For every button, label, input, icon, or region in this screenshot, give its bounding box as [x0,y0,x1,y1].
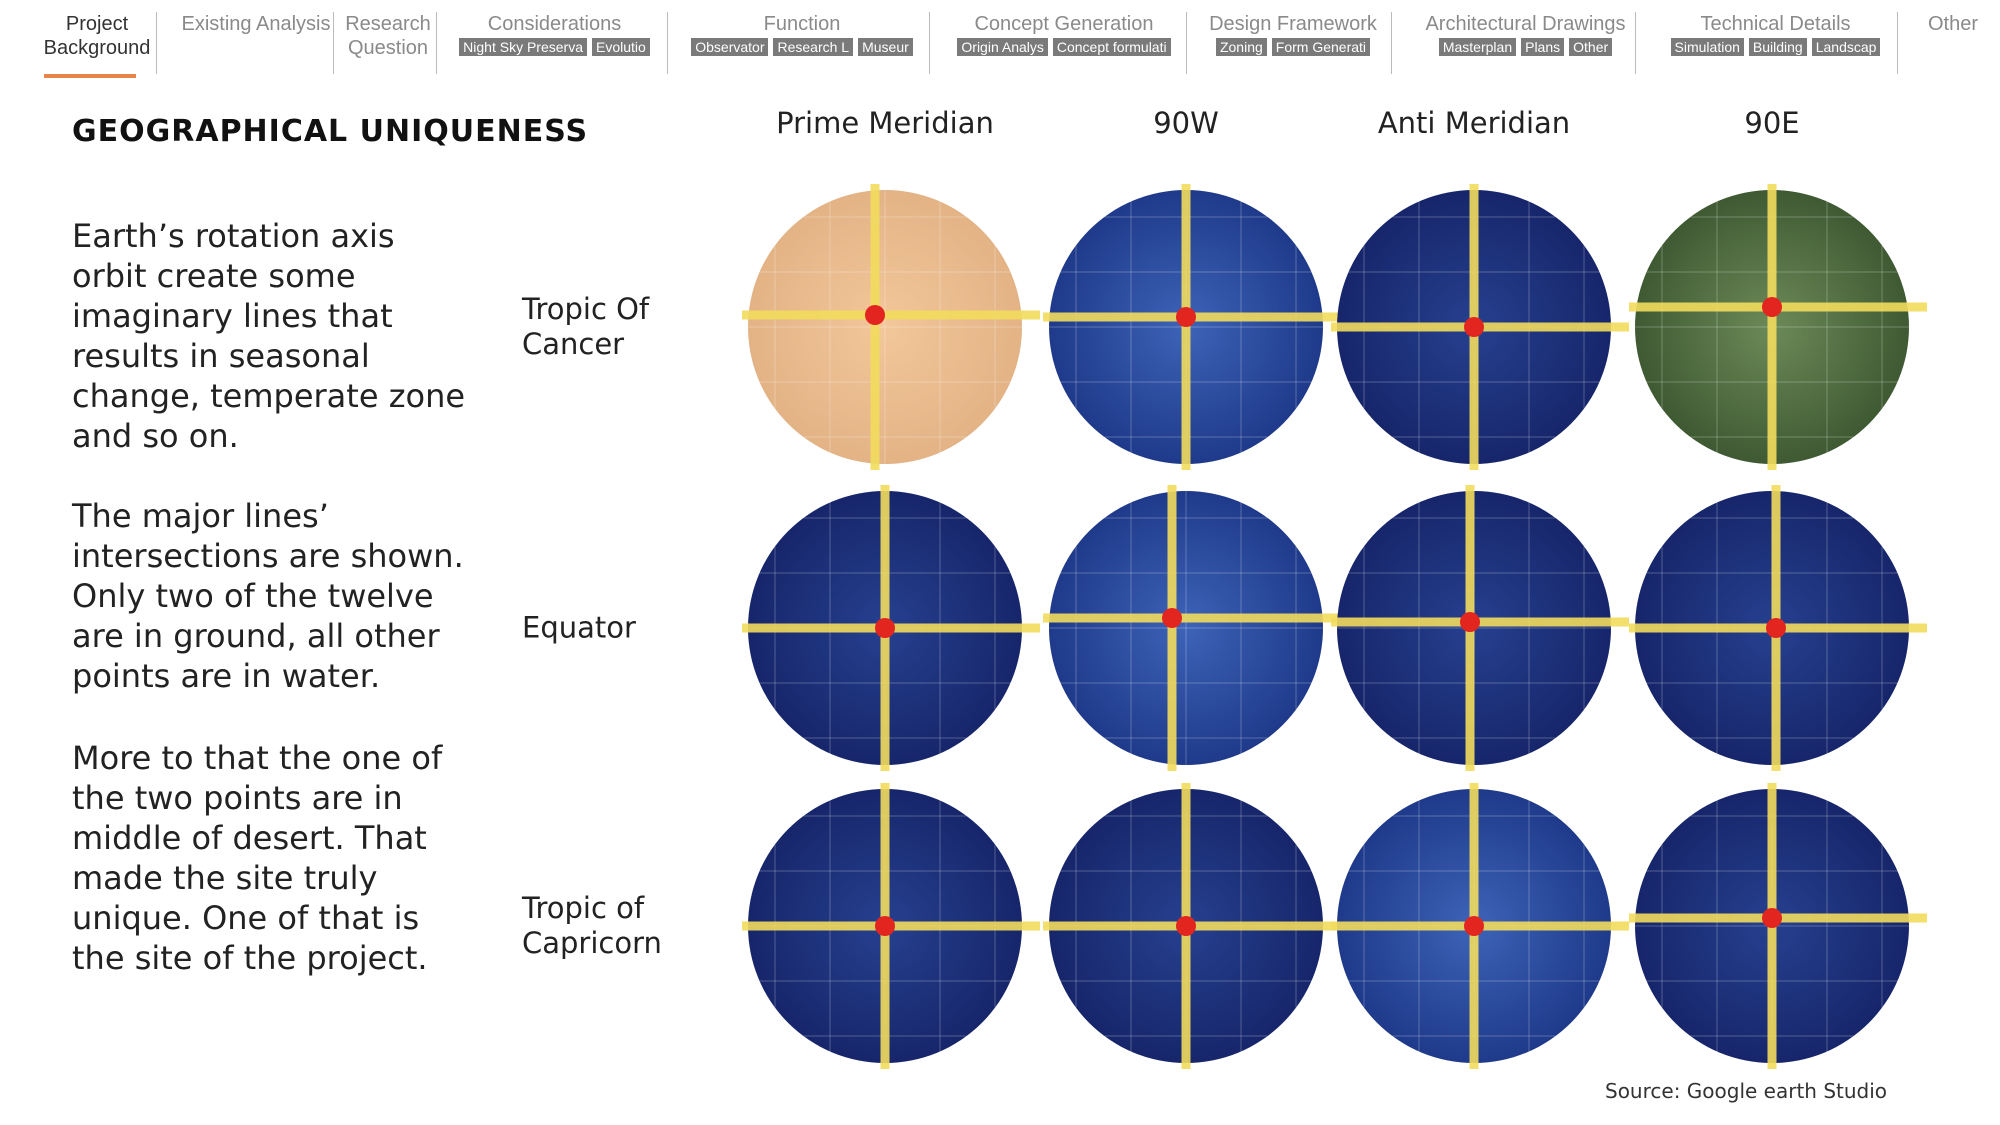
paragraph: More to that the one of the two points a… [72,739,443,977]
sub-tab[interactable]: Landscap [1811,38,1881,56]
intersection-point [1762,297,1782,317]
sub-tab[interactable]: Zoning [1215,38,1267,56]
source-note: Source: Google earth Studio [1605,1079,1888,1103]
intersection-point [875,618,895,638]
column-header: 90E [1744,106,1800,140]
paragraph: Earth’s rotation axis orbit create some … [72,217,466,455]
intersection-point [1460,612,1480,632]
sub-tab[interactable]: Observator [691,38,769,56]
intersection-point [1762,908,1782,928]
nav-tab[interactable]: Technical Details Simulation Building Lands… [1654,12,1898,74]
nav-tab[interactable]: Considerations Night Sky Preserva Evolutio [442,12,668,74]
sub-tab[interactable]: Building [1748,38,1807,56]
nav-tab[interactable]: Research Question [340,12,437,74]
sub-tab[interactable]: Concept formulati [1052,38,1171,56]
sub-tab[interactable]: Origin Analys [957,38,1048,56]
nav-tab[interactable]: Concept Generation Origin Analys Concept f… [942,12,1187,74]
nav-tab[interactable]: Function Observator Research L Museur [675,12,930,74]
tab-label: Research Question [345,13,431,59]
nav-tab[interactable]: Other [1916,12,1990,74]
row-header: Tropic of Capricorn [522,891,662,960]
tab-label: Function [763,13,841,35]
nav-tab[interactable]: Architectural Drawings Masterplan Plans Oth… [1416,12,1636,74]
sub-tab[interactable]: Museur [858,38,913,56]
intersection-point [865,305,885,325]
intersection-point [1176,916,1196,936]
tab-items: Simulation Building Landscap [1670,38,1881,56]
map-image [748,190,1022,464]
tab-label: Considerations [487,13,622,35]
row-header: Equator [522,610,636,645]
tab-items: Masterplan Plans Other [1438,38,1613,56]
intersection-point [1464,916,1484,936]
nav-tab[interactable]: Project Background [38,12,157,78]
nav-tab[interactable]: Design Framework Zoning Form Generati [1195,12,1392,74]
slide-title: GEOGRAPHICAL UNIQUENESS [72,114,589,149]
tab-label: Project Background [43,13,151,59]
tab-label: Concept Generation [974,13,1154,35]
sub-tab[interactable]: Plans [1521,38,1565,56]
sub-tab[interactable]: Research L [773,38,854,56]
intersection-point [875,916,895,936]
map-image [1049,491,1323,765]
column-header: 90W [1153,106,1219,140]
tab-items: Night Sky Preserva Evolutio [459,38,650,56]
intersection-point [1162,608,1182,628]
paragraph: The major lines’ intersections are shown… [72,497,464,695]
intersection-point [1464,317,1484,337]
tab-label: Architectural Drawings [1425,13,1626,35]
intersection-point [1176,307,1196,327]
sub-tab[interactable]: Evolutio [592,38,650,56]
sub-tab[interactable]: Masterplan [1438,38,1517,56]
sub-tab[interactable]: Other [1569,38,1613,56]
tab-label: Design Framework [1209,13,1377,35]
tab-items: Observator Research L Museur [691,38,913,56]
sub-tab[interactable]: Form Generati [1271,38,1371,56]
tab-items: Zoning Form Generati [1215,38,1371,56]
nav-tab[interactable]: Existing Analysis [179,12,334,74]
tab-label: Existing Analysis [181,13,331,35]
row-header: Tropic Of Cancer [522,292,650,361]
intersection-point [1766,618,1786,638]
tab-items: Origin Analys Concept formulati [957,38,1171,56]
column-header: Anti Meridian [1377,106,1571,140]
sub-tab[interactable]: Simulation [1670,38,1744,56]
column-header: Prime Meridian [776,106,994,140]
tab-label: Technical Details [1700,13,1851,35]
tab-label: Other [1927,13,1979,35]
sub-tab[interactable]: Night Sky Preserva [459,38,587,56]
